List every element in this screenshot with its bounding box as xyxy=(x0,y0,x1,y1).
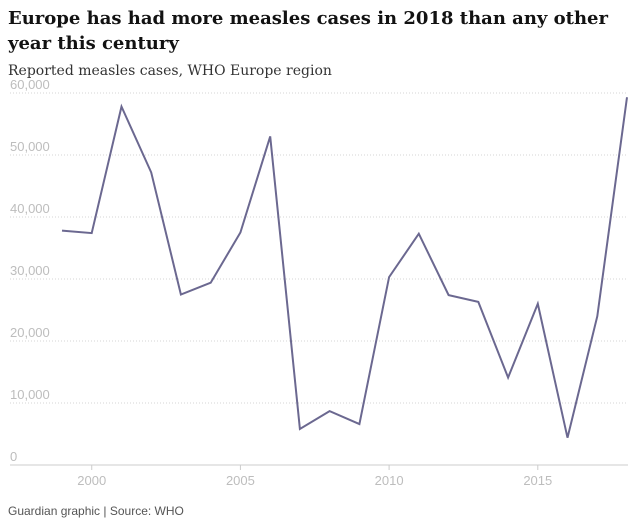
x-tick-label: 2015 xyxy=(523,473,552,488)
chart-title: Europe has had more measles cases in 201… xyxy=(8,8,608,54)
y-tick-label: 0 xyxy=(10,449,17,464)
measles-cases-line xyxy=(61,97,628,438)
y-tick-label: 60,000 xyxy=(10,77,50,92)
x-tick-label: 2010 xyxy=(375,473,404,488)
y-tick-label: 20,000 xyxy=(10,325,50,340)
y-tick-label: 10,000 xyxy=(10,387,50,402)
y-tick-label: 50,000 xyxy=(10,139,50,154)
source-credit: Guardian graphic | Source: WHO xyxy=(8,504,184,518)
y-tick-label: 30,000 xyxy=(10,263,50,278)
x-tick-label: 2005 xyxy=(226,473,255,488)
chart-subtitle: Reported measles cases, WHO Europe regio… xyxy=(8,63,332,79)
y-tick-label: 40,000 xyxy=(10,201,50,216)
x-tick-label: 2000 xyxy=(77,473,106,488)
